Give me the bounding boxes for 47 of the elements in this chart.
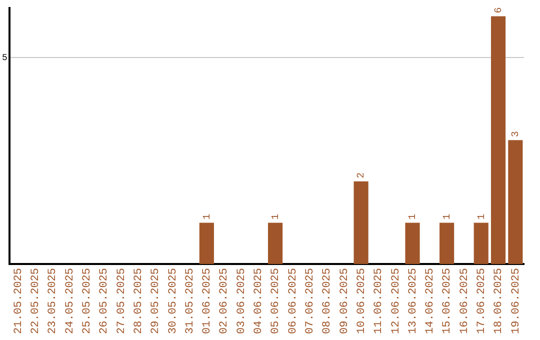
x-tick-label: 07.06.2025 — [304, 268, 316, 334]
x-tick-label: 06.06.2025 — [287, 268, 300, 334]
bar — [474, 222, 488, 264]
data-label: 1 — [202, 214, 214, 220]
x-tick-label: 03.06.2025 — [236, 268, 248, 334]
bar — [268, 222, 283, 264]
bar — [440, 222, 454, 264]
x-tick-label: 16.06.2025 — [458, 268, 471, 334]
x-tick-label: 22.05.2025 — [30, 268, 42, 334]
data-label: 1 — [476, 214, 488, 220]
x-tick-label: 05.06.2025 — [270, 268, 282, 334]
x-tick-label: 02.06.2025 — [218, 268, 231, 334]
data-label: 6 — [494, 7, 505, 14]
x-tick-label: 30.05.2025 — [167, 268, 180, 334]
data-label: 1 — [442, 214, 454, 220]
bar — [354, 181, 368, 264]
x-tick-label: 26.05.2025 — [98, 268, 111, 334]
x-tick-label: 11.06.2025 — [373, 268, 386, 334]
x-tick-label: 18.06.2025 — [493, 268, 506, 334]
data-label: 2 — [356, 172, 368, 178]
data-label: 1 — [270, 214, 282, 220]
x-tick-label: 09.06.2025 — [338, 268, 351, 334]
bar — [490, 16, 506, 264]
x-tick-label: 23.05.2025 — [47, 268, 60, 334]
x-tick-label: 13.06.2025 — [407, 268, 420, 334]
x-tick-label: 24.05.2025 — [64, 268, 76, 334]
x-tick-label: 08.06.2025 — [322, 268, 334, 334]
x-tick-label: 19.06.2025 — [510, 268, 522, 334]
x-tick-label: 10.06.2025 — [356, 268, 368, 334]
x-tick-label: 21.05.2025 — [12, 268, 25, 334]
x-tick-label: 29.05.2025 — [150, 268, 162, 334]
x-tick-label: 04.06.2025 — [253, 268, 266, 334]
data-label: 1 — [408, 214, 420, 220]
y-tick-label: 5 — [2, 52, 8, 63]
data-label: 3 — [511, 131, 522, 138]
x-tick-label: 01.06.2025 — [202, 268, 214, 334]
x-tick-label: 27.05.2025 — [116, 268, 128, 334]
x-tick-label: 17.06.2025 — [476, 268, 488, 334]
x-tick-label: 31.05.2025 — [184, 268, 196, 334]
x-tick-label: 25.05.2025 — [81, 268, 94, 334]
x-tick-label: 28.05.2025 — [132, 268, 145, 334]
bar — [508, 140, 523, 264]
x-tick-label: 15.06.2025 — [442, 268, 454, 334]
bar — [405, 222, 420, 264]
x-tick-label: 14.06.2025 — [424, 268, 437, 334]
x-tick-label: 12.06.2025 — [390, 268, 402, 334]
bar — [199, 222, 214, 264]
